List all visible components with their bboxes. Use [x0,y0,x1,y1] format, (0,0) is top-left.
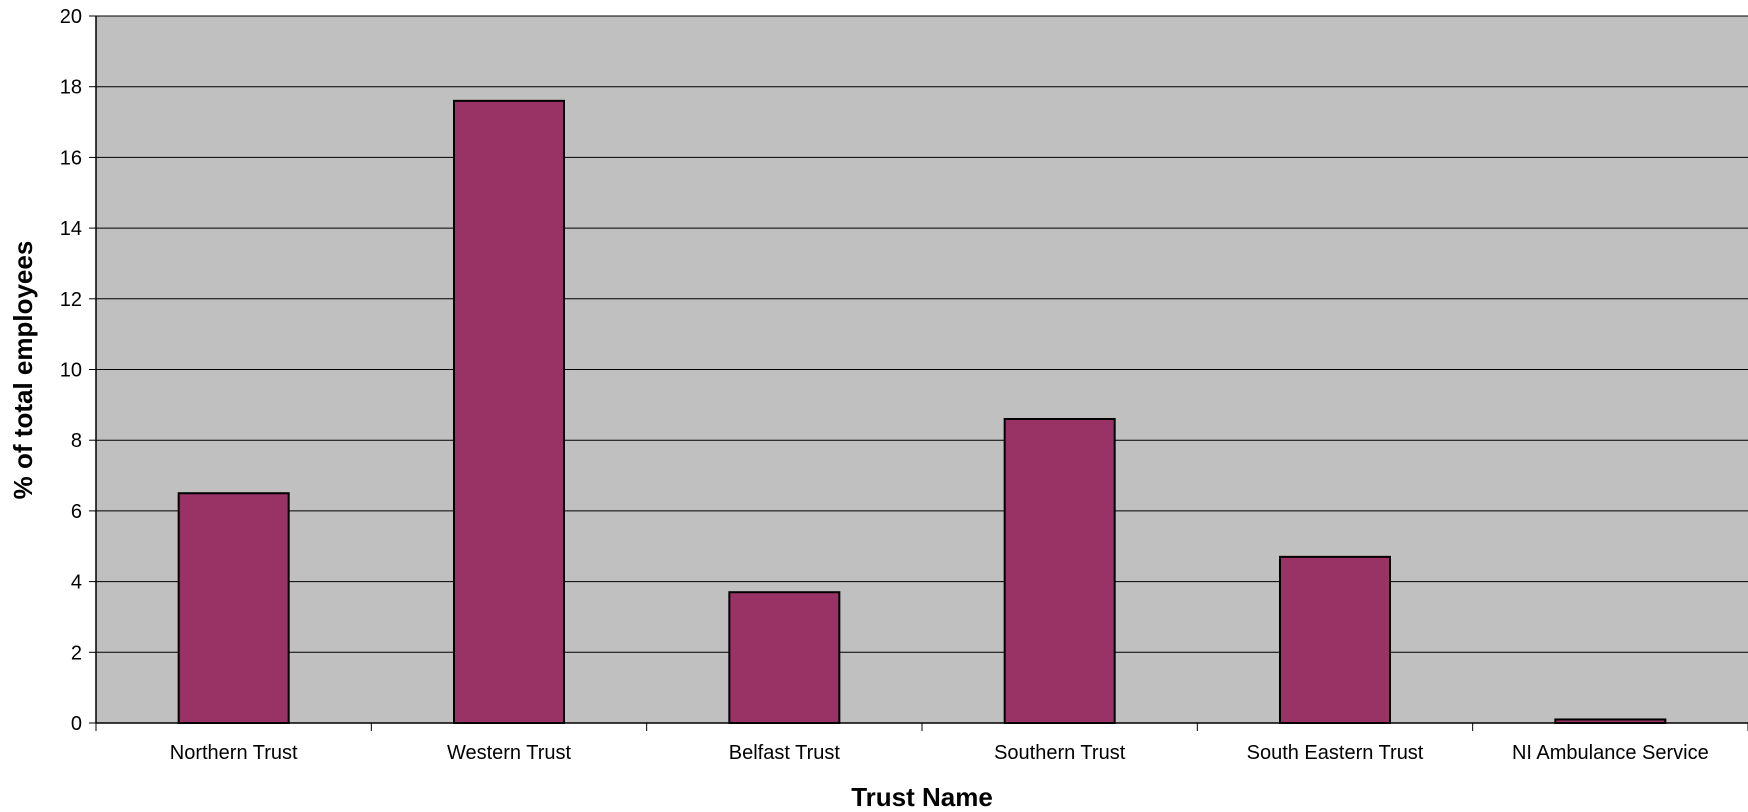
x-tick-label: Southern Trust [994,742,1126,764]
y-tick-label: 12 [60,289,82,311]
x-tick-labels: Northern Trust Western Trust Belfast Trust… [95,723,1748,764]
bar [453,99,565,724]
bar [728,591,841,725]
bar [1003,417,1116,724]
y-tick-label: 16 [60,147,82,169]
x-tick-label: NI Ambulance Service [1512,742,1709,764]
y-tick-label: 10 [60,360,82,382]
gridlines [96,15,1748,653]
y-tick-label: 0 [71,713,82,735]
bar [177,492,290,724]
y-tick-label: 14 [60,218,82,240]
x-tick-label: Northern Trust [170,742,298,764]
x-tick-label: Belfast Trust [729,742,841,764]
y-tick-label: 2 [71,642,82,664]
x-tick-label: South Eastern Trust [1247,742,1424,764]
y-tick-label: 18 [60,77,82,99]
x-axis-title: Trust Name [851,782,993,812]
y-tick-label: 4 [71,572,82,594]
y-tick-label: 20 [60,6,82,28]
y-tick-label: 6 [71,501,82,523]
bar [1279,555,1391,724]
y-axis-title: % of total employees [8,241,38,500]
bars [177,99,1667,725]
y-tick-labels: 0 2 4 6 8 10 12 14 16 18 20 [60,6,96,735]
y-tick-label: 8 [71,430,82,452]
x-tick-label: Western Trust [447,742,572,764]
